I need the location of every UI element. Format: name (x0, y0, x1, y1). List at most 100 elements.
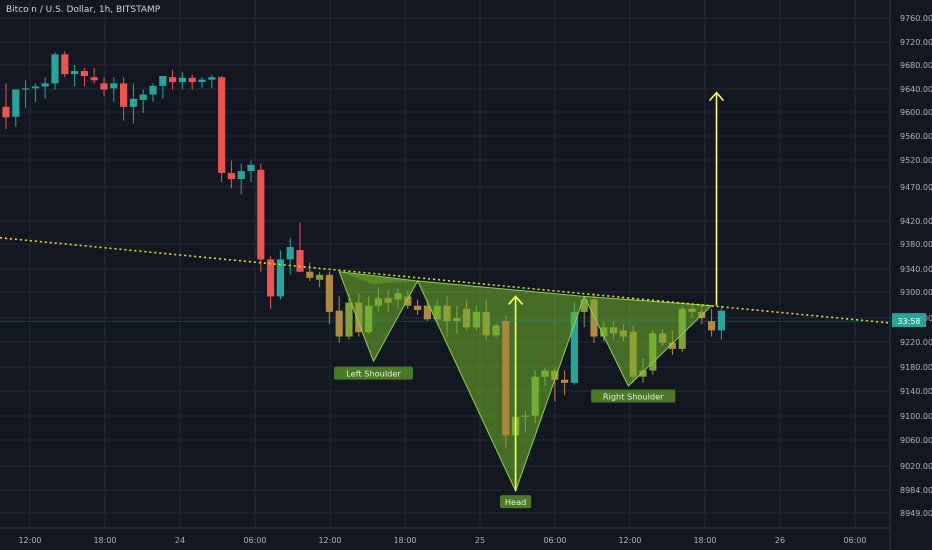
grid-lines (0, 0, 891, 550)
candle (61, 51, 69, 78)
x-tick-label: 12:00 (318, 536, 341, 545)
candle (149, 83, 157, 102)
pattern-label: Right Shoulder (591, 389, 676, 403)
label-box (500, 495, 532, 509)
candle (12, 89, 20, 127)
candle (169, 69, 177, 90)
candle (2, 83, 10, 130)
candle-body (22, 88, 30, 90)
head-area (416, 280, 585, 493)
candle (306, 262, 314, 281)
last-price-tag: 33:58 (0, 313, 926, 328)
candle-body (561, 379, 569, 383)
candle-body (12, 89, 20, 117)
candle (247, 160, 255, 183)
candle (129, 83, 137, 124)
candle-body (247, 164, 255, 172)
y-axis: 9760.00 9720.00 9680.00 9640.00 9600.00 9560.… (900, 14, 932, 518)
y-tick-label: 9340.00 (900, 265, 932, 274)
candle-body (208, 77, 216, 80)
y-tick-label: 9680.00 (900, 61, 932, 70)
pattern-labels: Left Shoulder Head Right Shoulder (334, 366, 676, 509)
candle (22, 80, 30, 109)
candle-body (129, 98, 137, 107)
candle-body (227, 172, 235, 180)
neckline (0, 236, 891, 324)
y-tick-label: 8949.00 (900, 509, 932, 518)
candle-body (90, 77, 98, 81)
candle-body (31, 86, 39, 89)
candle-body (110, 83, 118, 89)
x-tick-label: 06:00 (843, 536, 866, 545)
candle-body (100, 83, 108, 90)
candle (286, 237, 294, 275)
candle-body (286, 247, 294, 260)
candle (708, 308, 716, 337)
x-tick-label: 18:00 (693, 536, 716, 545)
x-tick-label: 26 (775, 536, 785, 545)
candle (325, 271, 333, 325)
y-tick-label: 9520.00 (900, 156, 932, 165)
candle-body (717, 310, 725, 331)
y-tick-label: 8984.00 (900, 486, 932, 495)
candle-body (590, 299, 598, 337)
candle-body (306, 271, 314, 278)
label-text: Head (505, 497, 526, 507)
y-tick-label: 9300.00 (900, 288, 932, 297)
candle (267, 256, 275, 309)
x-tick-label: 12:00 (618, 536, 641, 545)
chart-title: Bitcoin / U.S. Dollar, 1h, BITSTAMP (6, 5, 161, 15)
candle-body (639, 370, 647, 377)
candle (41, 77, 49, 99)
candle (257, 163, 265, 272)
candle (227, 160, 235, 189)
candle (717, 305, 725, 340)
y-tick-label: 9060.00 (900, 436, 932, 445)
candle-body (159, 75, 167, 86)
candle (31, 83, 39, 102)
candle-body (198, 79, 206, 83)
candle (110, 77, 118, 102)
label-box (334, 366, 413, 380)
candle (237, 163, 245, 195)
y-tick-label: 9140.00 (900, 387, 932, 396)
y-tick-label: 9180.00 (900, 363, 932, 372)
y-tick-label: 9220.00 (900, 338, 932, 347)
candle (178, 72, 186, 90)
candle-body (188, 77, 196, 83)
candle (208, 74, 216, 89)
candle-body (61, 54, 69, 75)
pattern-label: Head (500, 495, 532, 509)
candle (188, 74, 196, 90)
candle (90, 67, 98, 84)
candle-body (414, 305, 422, 311)
x-tick-label: 25 (475, 536, 485, 545)
x-tick-label: 06:00 (243, 536, 266, 545)
candle-body (296, 250, 304, 272)
candle (316, 271, 324, 288)
x-tick-label: 18:00 (393, 536, 416, 545)
candle-body (257, 169, 265, 260)
candle-body (80, 71, 88, 76)
y-tick-label: 9760.00 (900, 14, 932, 23)
x-tick-label: 06:00 (543, 536, 566, 545)
candle-body (2, 106, 10, 118)
candle-body (41, 83, 49, 87)
y-tick-label: 9380.00 (900, 240, 932, 249)
candle-body (316, 274, 324, 280)
candle-body (51, 54, 59, 84)
last-price-box (892, 313, 926, 328)
candle (345, 293, 353, 340)
candle (80, 67, 88, 87)
candle-body (267, 259, 275, 297)
inverse-head-and-shoulders-pattern (338, 271, 713, 493)
candle (159, 75, 167, 99)
neck-fill (339, 271, 418, 285)
candle-body (325, 274, 333, 312)
candle (276, 250, 284, 300)
candle (51, 52, 59, 90)
candle-body (237, 171, 245, 180)
label-text: Right Shoulder (603, 391, 664, 401)
candle (335, 296, 343, 343)
